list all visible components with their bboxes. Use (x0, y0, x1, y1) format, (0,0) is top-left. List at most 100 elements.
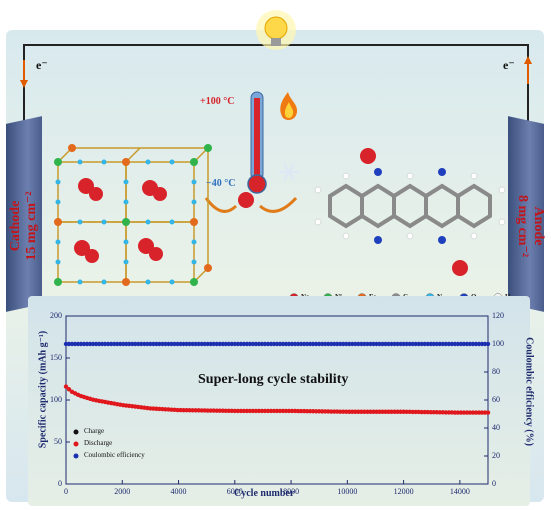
data-point (353, 341, 358, 347)
data-point (371, 409, 376, 414)
data-point (262, 341, 268, 347)
flame-icon (280, 92, 298, 120)
data-point (66, 341, 72, 347)
data-point (383, 409, 388, 414)
y2-tick-label: 40 (492, 423, 500, 432)
sodium-ion (238, 192, 254, 208)
data-point (196, 341, 201, 347)
y-tick-label: 50 (54, 437, 62, 446)
data-point (178, 341, 183, 347)
data-point (368, 341, 373, 347)
data-point (283, 341, 289, 347)
data-point (151, 341, 156, 347)
data-point (136, 341, 141, 347)
data-point (332, 341, 337, 347)
data-point (115, 341, 120, 347)
curved-arrow-right-icon (259, 196, 298, 213)
data-point (184, 341, 189, 347)
data-point (362, 341, 367, 347)
data-point (220, 341, 225, 347)
data-point (413, 341, 418, 347)
data-point (455, 341, 461, 347)
data-point (241, 341, 247, 347)
data-point (389, 409, 394, 414)
data-point (356, 409, 361, 414)
data-point (139, 341, 144, 347)
y-tick-label: 100 (50, 395, 62, 404)
data-point (232, 408, 237, 414)
data-point (232, 341, 237, 347)
temperature-low-label: −40 °C (206, 178, 236, 189)
data-point (473, 341, 479, 347)
data-point (75, 341, 81, 347)
data-point (190, 341, 195, 347)
x-tick-label: 2000 (114, 487, 131, 496)
data-point (304, 341, 310, 347)
data-point (476, 341, 482, 347)
data-point (208, 341, 213, 347)
data-point (154, 341, 159, 347)
anode-molecule (314, 168, 506, 244)
data-point (377, 341, 382, 347)
light-bulb-icon (256, 10, 296, 50)
data-point (96, 341, 102, 347)
data-point (307, 341, 313, 347)
data-point (256, 408, 262, 414)
data-point (479, 410, 485, 415)
data-point (458, 410, 464, 415)
data-point (467, 410, 473, 415)
data-point (169, 341, 174, 347)
y-tick-label: 200 (50, 311, 62, 320)
data-point (121, 341, 126, 347)
data-point (106, 341, 111, 347)
data-point (142, 341, 147, 347)
data-point (452, 341, 458, 347)
data-point (102, 341, 108, 347)
data-point (235, 408, 241, 414)
data-point (401, 341, 406, 347)
data-point (124, 341, 129, 347)
x-tick-label: 4000 (170, 487, 187, 496)
data-point (66, 387, 72, 392)
data-point (338, 341, 343, 347)
data-point (271, 341, 277, 347)
data-point (238, 341, 244, 347)
data-point (416, 341, 421, 347)
data-point (235, 341, 241, 347)
data-point (298, 341, 304, 347)
x-tick-label: 0 (64, 487, 68, 496)
data-point (313, 341, 319, 347)
data-point (268, 341, 274, 347)
data-point (356, 341, 361, 347)
data-point (383, 341, 388, 347)
data-point (485, 341, 491, 347)
data-point (310, 341, 316, 347)
data-point (398, 341, 403, 347)
data-point (211, 341, 216, 347)
data-point (90, 341, 96, 347)
data-point (425, 341, 430, 347)
data-point (476, 410, 482, 415)
data-point (241, 408, 247, 414)
data-point (78, 341, 84, 347)
data-point (268, 408, 274, 414)
x-tick-label: 6000 (226, 487, 243, 496)
data-point (347, 341, 352, 347)
data-point (404, 341, 409, 347)
data-point (301, 341, 307, 347)
y2-tick-label: 80 (492, 367, 500, 376)
legend-marker (73, 429, 79, 435)
data-point (386, 341, 391, 347)
data-point (473, 410, 479, 415)
data-point (380, 341, 385, 347)
data-point (286, 408, 292, 414)
data-point (365, 409, 370, 414)
legend-label: Discharge (84, 439, 113, 447)
data-point (482, 410, 488, 415)
electron-label-right: e⁻ (503, 58, 515, 72)
legend-label: Coulombic efficiency (84, 451, 145, 459)
data-point (289, 341, 295, 347)
x-tick-label: 12000 (393, 487, 414, 496)
data-point (271, 408, 277, 414)
